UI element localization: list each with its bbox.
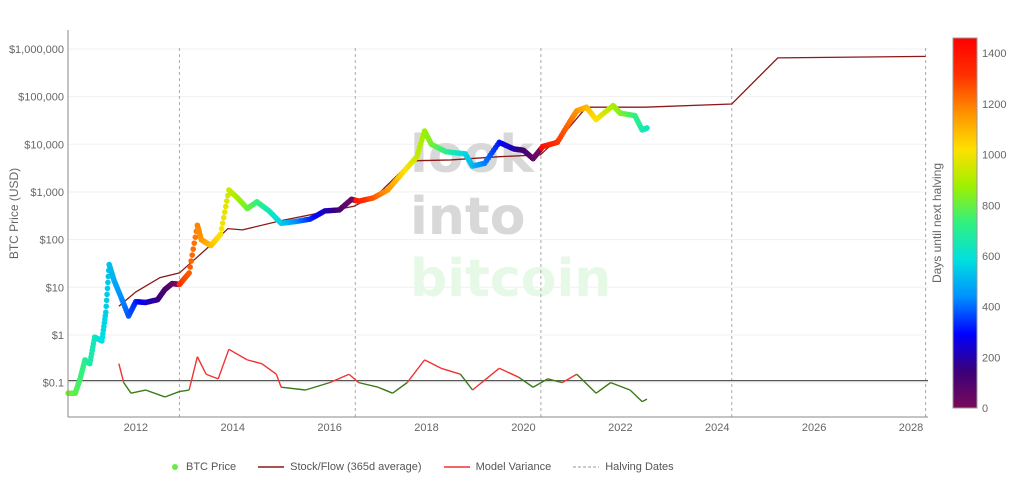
btc-price-point bbox=[644, 125, 650, 131]
model-variance-segment bbox=[440, 367, 461, 375]
btc-price-point bbox=[222, 203, 229, 210]
legend-item-stock-flow[interactable]: Stock/Flow (365d average) bbox=[258, 461, 422, 473]
model-variance-segment bbox=[377, 386, 393, 394]
x-tick-label: 2014 bbox=[220, 422, 244, 434]
model-variance-segment bbox=[179, 389, 190, 393]
y-tick-label: $1,000 bbox=[30, 187, 64, 199]
model-variance-segment bbox=[130, 389, 146, 394]
model-variance-segment bbox=[424, 359, 442, 369]
btc-price-point bbox=[104, 285, 111, 292]
model-variance-segment bbox=[459, 373, 474, 391]
btc-price-point bbox=[188, 258, 194, 264]
model-variance-segment bbox=[518, 376, 534, 388]
legend-item-btc-price[interactable]: BTC Price bbox=[170, 461, 236, 473]
x-tick-label: 2026 bbox=[802, 422, 826, 434]
model-variance-segment bbox=[358, 381, 379, 388]
legend-item-model-variance[interactable]: Model Variance bbox=[443, 461, 552, 473]
x-tick-label: 2024 bbox=[705, 422, 729, 434]
model-variance-segment bbox=[348, 373, 360, 384]
y-tick-label: $100,000 bbox=[18, 92, 64, 104]
colorbar-gradient bbox=[952, 37, 978, 409]
model-variance-segment bbox=[118, 363, 125, 383]
x-tick-label: 2028 bbox=[899, 422, 923, 434]
model-variance-segment bbox=[532, 378, 549, 388]
watermark-text: into bbox=[410, 187, 525, 247]
btc-price-point bbox=[225, 192, 231, 199]
model-variance-segment bbox=[406, 359, 426, 384]
x-tick-label: 2020 bbox=[511, 422, 535, 434]
model-variance-segment bbox=[228, 348, 248, 361]
model-variance-segment bbox=[641, 398, 648, 403]
model-variance-segment bbox=[547, 378, 563, 384]
colorbar-tick-label: 200 bbox=[982, 352, 1000, 364]
colorbar-tick-label: 400 bbox=[982, 302, 1000, 314]
y-tick-label: $10 bbox=[46, 282, 64, 294]
model-variance-segment bbox=[392, 382, 408, 394]
btc-price-point bbox=[219, 220, 226, 226]
btc-price-point bbox=[218, 225, 225, 232]
model-variance-segment bbox=[305, 381, 330, 391]
model-variance-segment bbox=[275, 373, 282, 388]
model-variance-segment bbox=[610, 381, 631, 391]
btc-price-point bbox=[187, 264, 193, 270]
model-variance-segment bbox=[472, 367, 500, 391]
btc-price-point bbox=[217, 231, 224, 237]
x-tick-label: 2018 bbox=[414, 422, 438, 434]
legend-item-halving-dates[interactable]: Halving Dates bbox=[573, 461, 674, 473]
x-tick-label: 2022 bbox=[608, 422, 632, 434]
y-tick-label: $0.1 bbox=[43, 378, 64, 390]
colorbar-tick-label: 1400 bbox=[982, 48, 1006, 60]
btc-price-point bbox=[192, 234, 199, 240]
btc-price-point bbox=[190, 246, 197, 252]
model-variance-segment bbox=[561, 373, 578, 384]
model-variance-segment bbox=[595, 382, 612, 394]
btc-price-point bbox=[186, 270, 192, 276]
btc-price-point bbox=[102, 309, 109, 316]
legend: BTC Price Stock/Flow (365d average) Mode… bbox=[170, 461, 674, 473]
model-variance-segment bbox=[145, 389, 166, 398]
btc-price-point bbox=[189, 252, 196, 258]
model-variance-segment bbox=[164, 390, 180, 398]
btc-price-point bbox=[191, 240, 198, 246]
colorbar-tick-label: 600 bbox=[982, 251, 1000, 263]
model-variance-segment bbox=[629, 389, 643, 403]
model-variance-segment bbox=[329, 373, 350, 384]
model-variance-segment bbox=[498, 367, 519, 378]
colorbar: 0 200 400 600 800 1000 1200 1400 Days until next… bbox=[930, 37, 1006, 415]
colorbar-tick-label: 0 bbox=[982, 403, 988, 415]
y-tick-label: $100 bbox=[40, 235, 64, 247]
btc-price-point bbox=[103, 297, 110, 304]
btc-price-point bbox=[103, 303, 110, 310]
btc-price-point bbox=[220, 214, 227, 221]
model-variance-segment bbox=[576, 373, 597, 394]
model-variance-segment bbox=[217, 349, 230, 380]
btc-price-point bbox=[105, 279, 111, 286]
y-tick-label: $1,000,000 bbox=[9, 44, 64, 56]
model-variance-segment bbox=[188, 356, 199, 391]
y-tick-label: $10,000 bbox=[24, 139, 64, 151]
watermark-text: bitcoin bbox=[410, 249, 611, 309]
watermark-text: look bbox=[410, 125, 535, 185]
x-tick-label: 2016 bbox=[317, 422, 341, 434]
colorbar-tick-label: 1000 bbox=[982, 150, 1006, 162]
model-variance-segment bbox=[261, 363, 277, 375]
btc-price-point bbox=[221, 209, 228, 215]
colorbar-tick-label: 1200 bbox=[982, 99, 1006, 111]
colorbar-title: Days until next halving bbox=[930, 163, 944, 283]
y-axis-title: BTC Price (USD) bbox=[7, 168, 21, 259]
model-variance-segment bbox=[205, 373, 219, 380]
btc-price-point bbox=[223, 198, 230, 204]
x-tick-label: 2012 bbox=[124, 422, 148, 434]
btc-price-point bbox=[104, 291, 110, 298]
y-tick-label: $1 bbox=[52, 330, 64, 342]
model-variance-segment bbox=[196, 356, 207, 375]
model-variance-segment bbox=[123, 382, 132, 394]
model-variance-segment bbox=[247, 359, 262, 365]
model-variance-segment bbox=[281, 386, 306, 391]
colorbar-tick-label: 800 bbox=[982, 200, 1000, 212]
